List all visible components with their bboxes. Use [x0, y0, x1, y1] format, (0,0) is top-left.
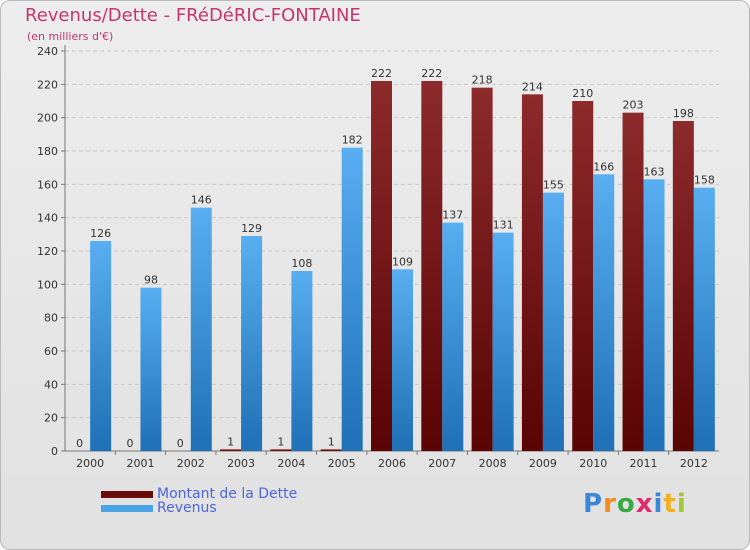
logo-letter: t	[663, 489, 677, 519]
bar-revenus-2011	[643, 179, 665, 452]
bar-dette-2003	[220, 449, 242, 451]
bar-dette-2009	[521, 94, 543, 451]
label-revenus-2005: 182	[342, 134, 363, 147]
y-tick-label: 40	[44, 378, 58, 391]
x-tick-label: 2007	[428, 457, 456, 470]
label-revenus-2007: 137	[442, 209, 463, 222]
bar-revenus-2000	[90, 241, 112, 451]
bar-revenus-2010	[593, 174, 615, 452]
label-revenus-2010: 166	[593, 160, 614, 173]
bar-revenus-2008	[492, 232, 514, 451]
label-revenus-2011: 163	[644, 165, 665, 178]
label-dette-2010: 210	[572, 87, 593, 100]
label-dette-2008: 218	[472, 74, 493, 87]
legend-swatch-debt	[101, 490, 153, 498]
x-tick-label: 2010	[579, 457, 607, 470]
bar-revenus-2002	[190, 207, 212, 451]
bar-revenus-2005	[341, 147, 363, 451]
logo-letter: x	[635, 489, 654, 519]
y-tick-label: 120	[37, 245, 58, 258]
label-revenus-2012: 158	[694, 174, 715, 187]
label-dette-2006: 222	[371, 67, 392, 80]
bar-dette-2008	[471, 87, 493, 452]
legend-item-revenus: Revenus	[101, 501, 297, 515]
x-tick-label: 2004	[277, 457, 305, 470]
label-dette-2011: 203	[623, 99, 644, 112]
x-tick-label: 2006	[378, 457, 406, 470]
data-labels: 0 126 0 98 0 146 1 129 1 108 1 182 222 109 222 137 218 13…	[76, 67, 715, 450]
y-tick-label: 80	[44, 312, 58, 325]
label-dette-2002: 0	[177, 437, 184, 450]
label-dette-2001: 0	[126, 437, 133, 450]
bar-dette-2011	[622, 112, 644, 452]
x-tick-label: 2008	[479, 457, 507, 470]
bar-revenus-2001	[140, 287, 162, 451]
label-revenus-2004: 108	[291, 257, 312, 270]
bar-dette-2006	[371, 81, 392, 451]
bar-dette-2005	[320, 449, 342, 451]
logo-letter: o	[616, 489, 636, 519]
y-tick-label: 140	[37, 212, 58, 225]
proxiti-logo: Proxiti	[583, 489, 687, 519]
bar-revenus-2003	[241, 236, 263, 451]
y-tick-label: 60	[44, 345, 58, 358]
logo-letter: P	[583, 489, 604, 519]
label-revenus-2001: 98	[144, 274, 158, 287]
x-tick-label: 2005	[328, 457, 356, 470]
bar-revenus-2004	[291, 271, 313, 451]
label-revenus-2008: 131	[493, 219, 514, 232]
x-tick-label: 2002	[177, 457, 205, 470]
chart-title: Revenus/Dette - FRéDéRIC-FONTAINE	[25, 5, 361, 26]
x-tick-label: 2009	[529, 457, 557, 470]
y-tick-label: 20	[44, 412, 58, 425]
bar-dette-2012	[672, 121, 694, 451]
bars	[90, 81, 715, 452]
label-revenus-2006: 109	[392, 255, 413, 268]
x-tick-label: 2011	[630, 457, 658, 470]
label-dette-2000: 0	[76, 437, 83, 450]
x-tick-label: 2012	[680, 457, 708, 470]
y-tick-label: 160	[37, 178, 58, 191]
label-dette-2004: 1	[277, 435, 284, 448]
label-dette-2007: 222	[421, 67, 442, 80]
bar-revenus-2012	[693, 187, 715, 451]
bar-dette-2010	[572, 101, 594, 451]
legend-label-revenus: Revenus	[157, 500, 217, 516]
y-tick-label: 180	[37, 145, 58, 158]
label-revenus-2000: 126	[90, 227, 111, 240]
label-dette-2005: 1	[328, 435, 335, 448]
x-tick-label: 2003	[227, 457, 255, 470]
bar-dette-2007	[421, 81, 443, 451]
y-tick-label: 0	[51, 445, 58, 458]
x-tick-label: 2000	[76, 457, 104, 470]
bar-revenus-2009	[542, 192, 564, 451]
label-revenus-2009: 155	[543, 179, 564, 192]
y-tick-label: 220	[37, 78, 58, 91]
label-revenus-2003: 129	[241, 222, 262, 235]
y-tick-label: 240	[37, 45, 58, 58]
bar-revenus-2006	[392, 269, 413, 451]
legend-label-debt: Montant de la Dette	[157, 486, 298, 502]
bar-dette-2004	[270, 449, 292, 451]
bar-revenus-2007	[442, 222, 464, 451]
label-dette-2012: 198	[673, 107, 694, 120]
legend-swatch-revenus	[101, 504, 153, 512]
label-dette-2009: 214	[522, 80, 543, 93]
label-dette-2003: 1	[227, 435, 234, 448]
logo-letter: i	[676, 489, 687, 519]
legend-item-debt: Montant de la Dette	[101, 487, 297, 501]
x-tick-label: 2001	[126, 457, 154, 470]
y-tick-label: 100	[37, 278, 58, 291]
logo-letter: r	[603, 489, 617, 519]
chart-subtitle: (en milliers d'€)	[27, 30, 114, 43]
label-revenus-2002: 146	[191, 194, 212, 207]
logo-letter: i	[653, 489, 664, 519]
legend: Montant de la Dette Revenus	[101, 487, 297, 515]
y-tick-label: 200	[37, 112, 58, 125]
